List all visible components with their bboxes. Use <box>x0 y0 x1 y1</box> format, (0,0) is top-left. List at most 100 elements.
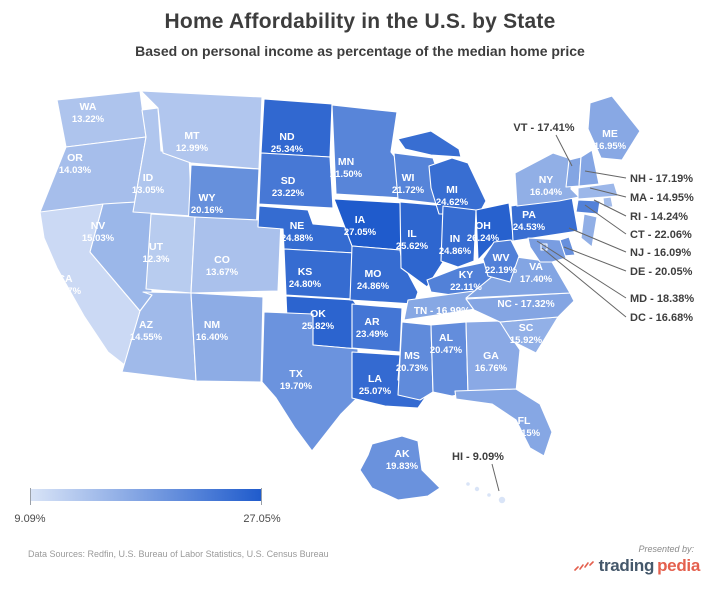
logo-text-trading: trading <box>598 556 655 575</box>
state-abbr-OK: OK <box>310 308 326 320</box>
state-shape-ME <box>587 95 641 161</box>
state-abbr-ME: ME <box>602 128 618 140</box>
state-value-KS: 24.80% <box>289 279 322 290</box>
state-value-MT: 12.99% <box>176 143 209 154</box>
tradingpedia-logo: trading pedia <box>573 556 700 576</box>
state-value-IN: 24.86% <box>439 246 472 257</box>
callout-line-CT <box>584 204 627 235</box>
state-shape-HI-2 <box>486 492 492 498</box>
state-shape-RI <box>602 196 614 208</box>
state-value-NY: 16.04% <box>530 187 563 198</box>
state-abbr-MT: MT <box>184 130 200 142</box>
state-abbr-AZ: AZ <box>139 319 154 331</box>
state-value-IA: 27.05% <box>344 227 377 238</box>
page-title: Home Affordability in the U.S. by State <box>164 10 556 33</box>
legend-min-label: 9.09% <box>14 513 46 525</box>
state-shape-NM <box>190 292 264 383</box>
state-abbr-OH: OH <box>475 220 491 232</box>
page-subtitle: Based on personal income as percentage o… <box>135 43 585 59</box>
state-abbr-ID: ID <box>143 172 154 184</box>
state-shape-MI-0 <box>397 130 462 158</box>
state-value-NM: 16.40% <box>196 332 229 343</box>
state-abbr-KS: KS <box>298 266 313 278</box>
state-value-UT: 12.3% <box>143 254 170 265</box>
legend-tick-left <box>30 488 31 505</box>
callout-line-MA <box>589 187 627 198</box>
callout-line-DC <box>541 247 627 318</box>
state-value-VA: 17.40% <box>520 274 553 285</box>
callout-label-NH: NH - 17.19% <box>630 173 693 185</box>
state-abbr-CO: CO <box>214 254 230 266</box>
callout-label-MD: MD - 18.38% <box>630 293 694 305</box>
state-shape-HI-0 <box>465 481 471 487</box>
state-abbr-WI: WI <box>402 172 415 184</box>
state-shape-KS <box>283 248 356 300</box>
state-abbr-MI: MI <box>446 184 458 196</box>
callout-line-NJ <box>568 227 627 253</box>
callout-label-MA: MA - 14.95% <box>630 192 694 204</box>
state-value-MO: 24.86% <box>357 281 390 292</box>
state-abbr-MO: MO <box>365 268 382 280</box>
callout-label-CT: CT - 22.06% <box>630 229 692 241</box>
state-abbr-AL: AL <box>439 332 454 344</box>
state-shape-NJ <box>580 213 598 248</box>
state-abbr-KY: KY <box>459 269 474 281</box>
state-shape-WV <box>482 239 520 283</box>
state-abbr-NY: NY <box>539 174 554 186</box>
state-value-IL: 25.62% <box>396 241 429 252</box>
callout-line-VT <box>555 134 573 167</box>
callout-line-DE <box>563 246 627 272</box>
state-abbr-IN: IN <box>450 233 461 245</box>
state-abbr-NE: NE <box>290 220 305 232</box>
state-shape-AR <box>351 303 403 353</box>
presented-by-label: Presented by: <box>638 544 694 554</box>
state-abbr-TX: TX <box>289 368 302 380</box>
state-value-LA: 25.07% <box>359 386 392 397</box>
legend-tick-right <box>261 488 262 505</box>
state-value-SD: 23.22% <box>272 188 305 199</box>
state-value-OK: 25.82% <box>302 321 335 332</box>
state-abbr-VA: VA <box>529 261 543 273</box>
state-shape-TX <box>261 311 359 452</box>
state-value-AK: 19.83% <box>386 461 419 472</box>
state-abbr-NM: NM <box>204 319 221 331</box>
state-abbr-NV: NV <box>91 220 106 232</box>
state-abbr-SC: SC <box>519 322 534 334</box>
state-value-ND: 25.34% <box>271 144 304 155</box>
state-abbr-OR: OR <box>67 152 83 164</box>
state-shape-FL <box>454 388 553 457</box>
state-abbr-WY: WY <box>199 192 216 204</box>
state-label-TN: TN - 16.99% <box>414 306 470 317</box>
state-shape-CO <box>190 216 282 294</box>
state-abbr-WA: WA <box>80 101 97 113</box>
state-value-NE: 24.88% <box>281 233 314 244</box>
state-value-ME: 16.95% <box>594 141 627 152</box>
state-shape-SD <box>258 152 334 209</box>
state-value-FL: 17.15% <box>508 428 541 439</box>
callout-label-DE: DE - 20.05% <box>630 266 693 278</box>
callout-label-DC: DC - 16.68% <box>630 312 693 324</box>
state-value-KY: 22.11% <box>450 282 482 293</box>
legend-max-label: 27.05% <box>243 513 281 525</box>
state-abbr-UT: UT <box>149 241 164 253</box>
state-shape-NY <box>514 152 580 207</box>
state-abbr-ND: ND <box>279 131 295 143</box>
state-value-MS: 20.73% <box>396 363 429 374</box>
state-shape-MI-1 <box>428 157 487 215</box>
state-value-TX: 19.70% <box>280 381 313 392</box>
state-value-CO: 13.67% <box>206 267 239 278</box>
state-value-ID: 13.05% <box>132 185 165 196</box>
state-shape-GA <box>465 320 521 394</box>
state-abbr-IA: IA <box>355 214 366 226</box>
callout-line-RI <box>593 199 627 217</box>
state-shape-HI-3 <box>497 495 506 504</box>
state-value-OH: 26.24% <box>467 233 500 244</box>
state-abbr-FL: FL <box>518 415 531 427</box>
state-abbr-WV: WV <box>493 252 510 264</box>
state-abbr-GA: GA <box>483 350 499 362</box>
state-shape-IN <box>440 205 477 268</box>
state-shape-AK <box>359 435 441 501</box>
state-shape-HI-1 <box>473 485 480 492</box>
logo-text-pedia: pedia <box>657 556 700 575</box>
